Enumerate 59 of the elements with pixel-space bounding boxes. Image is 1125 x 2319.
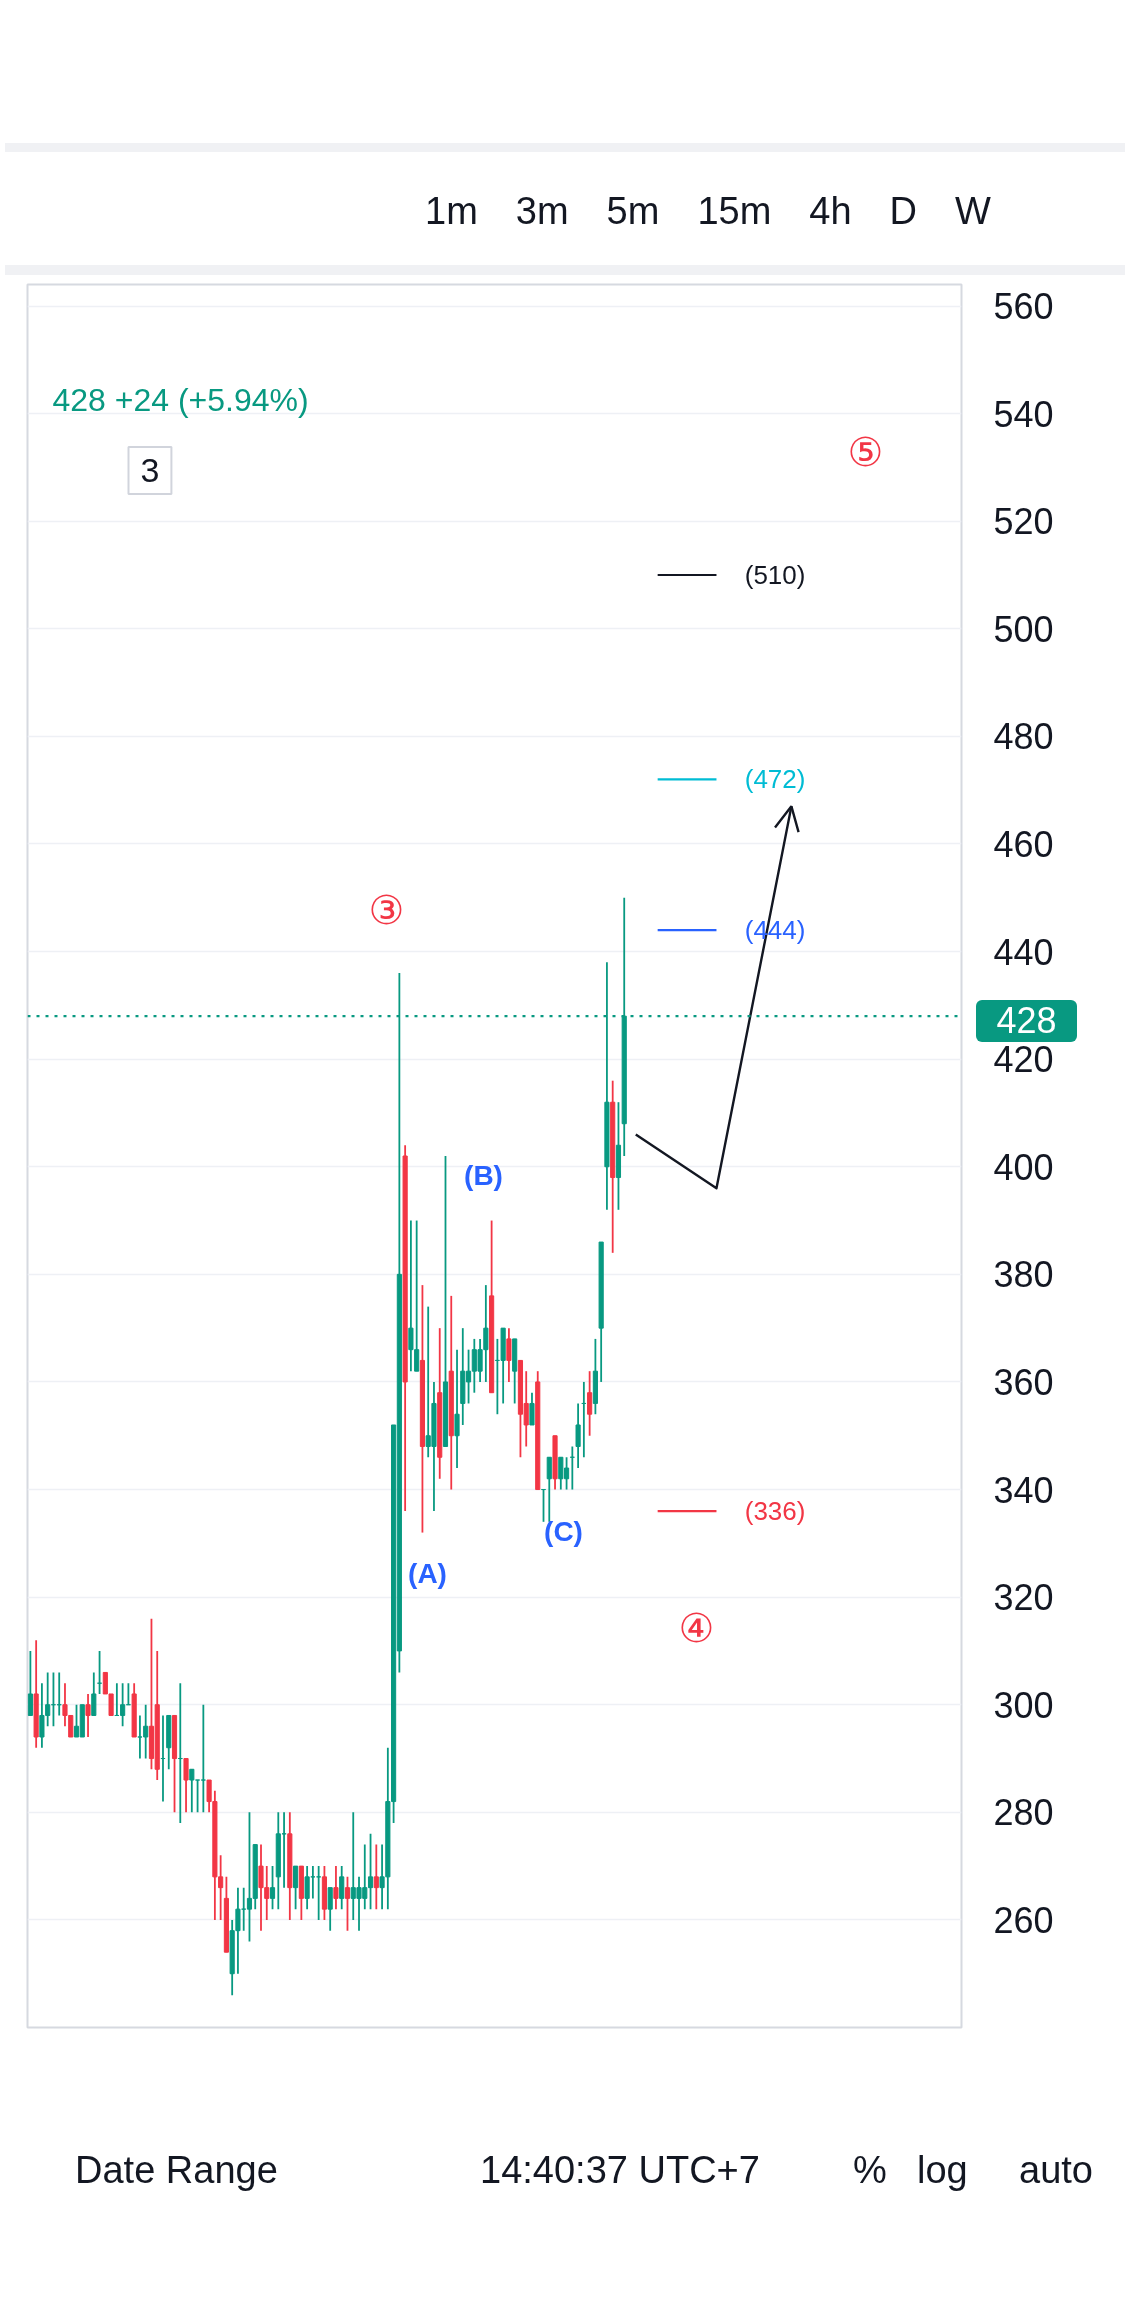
y-tick-label: 440 [993, 931, 1054, 973]
y-tick-label: 380 [993, 1254, 1054, 1296]
annotation: ④ [678, 1604, 715, 1651]
candlestick [27, 1650, 33, 1717]
y-tick-label: 520 [993, 501, 1054, 543]
y-tick-label: 360 [993, 1361, 1054, 1403]
ref-line-label: (510) [744, 560, 806, 590]
y-tick-label: 460 [993, 823, 1054, 865]
ref-line-label: (472) [744, 764, 806, 795]
text: auto [1019, 2148, 1093, 2193]
y-tick-label: 500 [993, 608, 1054, 650]
text: log [917, 2148, 968, 2193]
text: 3m [515, 189, 569, 234]
y-tick-label: 280 [993, 1792, 1054, 1834]
y-tick-label: 560 [993, 286, 1054, 328]
candlestick [339, 1865, 345, 1911]
annotation: (A) [408, 1558, 447, 1589]
text: Date Range [75, 2148, 278, 2193]
text: W [955, 189, 991, 234]
candlestick [454, 1348, 460, 1469]
y-tick-label: 480 [993, 716, 1054, 758]
y-tick-label: 300 [993, 1684, 1054, 1726]
text: 4h [809, 189, 852, 234]
candlestick [327, 1886, 333, 1932]
y-tick-label: 420 [993, 1039, 1054, 1081]
ref-line-label: (336) [744, 1496, 806, 1527]
candlestick [587, 1370, 593, 1437]
annotation: 3 [140, 451, 160, 489]
candlestick [183, 1757, 189, 1814]
candlestick [333, 1865, 339, 1911]
annotation: (C) [544, 1516, 583, 1547]
annotation: (B) [464, 1160, 503, 1191]
candlestick [575, 1402, 581, 1469]
candlestick [546, 1456, 552, 1523]
candlestick [344, 1875, 351, 1932]
text: 15m [697, 189, 772, 234]
annotation: ⑤ [847, 428, 884, 475]
candlestick [91, 1671, 97, 1717]
y-tick-label: 260 [993, 1899, 1054, 1941]
text: 428 +24 (+5.94%) [52, 381, 309, 418]
candlestick [373, 1843, 379, 1911]
text: % [853, 2148, 887, 2193]
annotation: ③ [368, 886, 405, 933]
ref-line-label: 428 [976, 999, 1077, 1042]
y-tick-label: 320 [993, 1577, 1054, 1619]
y-tick-label: 340 [993, 1469, 1054, 1511]
candlestick [506, 1327, 512, 1383]
text: 1m [425, 189, 478, 234]
text: 14:40:37 UTC+7 [480, 2148, 760, 2193]
candlestick [293, 1865, 299, 1911]
text: 5m [606, 189, 660, 234]
y-tick-label: 400 [993, 1146, 1054, 1188]
candlestick [316, 1865, 322, 1921]
candlestick [200, 1703, 206, 1814]
candlestick [269, 1865, 276, 1911]
candlestick [85, 1693, 91, 1738]
y-tick-label: 540 [993, 393, 1054, 435]
text: D [889, 189, 918, 234]
candlestick [529, 1391, 535, 1426]
